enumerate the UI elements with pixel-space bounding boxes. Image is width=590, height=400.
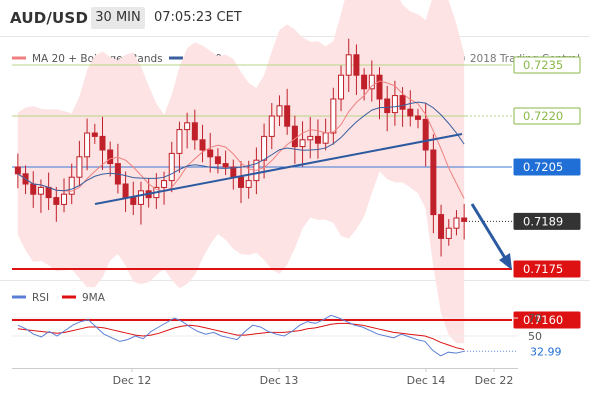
candle-body [45, 186, 52, 199]
level-label-box [513, 311, 581, 329]
candle-body [345, 54, 352, 76]
candle-body [322, 132, 329, 144]
candle-body [414, 115, 421, 120]
level-label-text: 0.7160 [523, 313, 563, 327]
candle-body [299, 139, 306, 148]
candle-body [199, 139, 206, 151]
x-tick-label: Dec 22 [475, 374, 514, 387]
candle-body [461, 217, 468, 222]
candle-body [230, 166, 237, 178]
candle-body [384, 98, 391, 114]
candle-body [214, 156, 221, 165]
candle-body [407, 108, 414, 117]
rsi-last-value: 32.99 [530, 345, 562, 358]
candle-body [314, 135, 321, 144]
symbol-title: AUD/USD [10, 9, 89, 27]
candle-body [368, 74, 375, 90]
candle-body [222, 163, 229, 168]
candle-body [14, 166, 21, 175]
candle-body [353, 54, 360, 76]
candle-body [307, 135, 314, 141]
candle-body [330, 98, 337, 134]
level-label-text: 0.7175 [523, 262, 563, 276]
level-label-box [513, 260, 581, 278]
x-axis: Dec 12 Dec 13 Dec 14 Dec 22 [113, 368, 514, 387]
rsi-legend-label: RSI [32, 292, 49, 304]
candle-body [391, 95, 398, 114]
candle-body [176, 129, 183, 154]
timeframe-button[interactable]: 30 MIN [91, 7, 145, 29]
candle-body [137, 190, 144, 205]
level-label-text: 0.7220 [523, 109, 563, 123]
rsi-tick-label: 70 [528, 312, 542, 325]
candle-body [361, 74, 368, 90]
level-label-box [513, 158, 581, 176]
arrow-head-icon [499, 253, 512, 270]
candle-body [84, 132, 91, 158]
candle-body [291, 125, 298, 148]
ma50-line [17, 101, 465, 192]
price-levels [12, 64, 512, 321]
candle-body [438, 214, 445, 239]
candle-body [207, 149, 214, 158]
rsi-tick-label: 50 [528, 330, 542, 343]
candle-body [99, 135, 106, 151]
candle-body [130, 197, 137, 205]
chart-header: AUD/USD 30 MIN 07:05:23 CET [0, 0, 590, 36]
candle-body [261, 135, 268, 161]
candle-body [338, 74, 345, 100]
candle-body [376, 74, 383, 100]
candle-body [453, 217, 460, 229]
level-label-text: 0.7205 [523, 160, 563, 174]
support-trendline [94, 133, 463, 205]
moving-averages [17, 80, 465, 199]
candle-body [238, 176, 244, 188]
candle-body [30, 183, 37, 195]
candle-body [68, 176, 75, 195]
candle-body [161, 180, 168, 188]
candle-body [91, 132, 98, 137]
candle-body [191, 122, 198, 141]
x-tick-label: Dec 12 [113, 374, 152, 387]
candle-body [276, 105, 283, 117]
timestamp: 07:05:23 CET [154, 10, 242, 25]
rsi-ma-legend-label: 9MA [82, 292, 106, 304]
candlesticks [14, 38, 468, 257]
candle-body [445, 227, 452, 239]
level-label-box [513, 212, 581, 230]
candle-body [53, 197, 60, 205]
candle-body [422, 118, 429, 151]
price-level-labels: 0.7235 0.7220 0.7205 0.7189 0.7175 0.7160 [513, 56, 581, 329]
rsi-line [17, 314, 465, 357]
x-tick-label: Dec 14 [407, 374, 446, 387]
projection-arrow [470, 203, 507, 259]
rsi-panel: 70 50 32.99 [12, 312, 562, 358]
candle-body [245, 180, 252, 188]
candle-body [268, 115, 275, 137]
candle-body [184, 122, 191, 131]
candle-body [399, 95, 406, 110]
candle-body [76, 156, 83, 178]
level-label-text: 0.7235 [523, 58, 563, 72]
level-label-box [513, 56, 581, 74]
candle-body [430, 149, 437, 216]
x-tick-label: Dec 13 [260, 374, 299, 387]
ma20-line [17, 80, 465, 199]
candle-body [284, 105, 291, 127]
level-label-text: 0.7189 [523, 214, 563, 228]
candle-body [107, 149, 114, 165]
candle-body [122, 183, 129, 199]
candle-body [168, 152, 175, 182]
candle-body [37, 186, 44, 195]
candle-body [61, 193, 68, 205]
level-label-box [513, 107, 581, 125]
